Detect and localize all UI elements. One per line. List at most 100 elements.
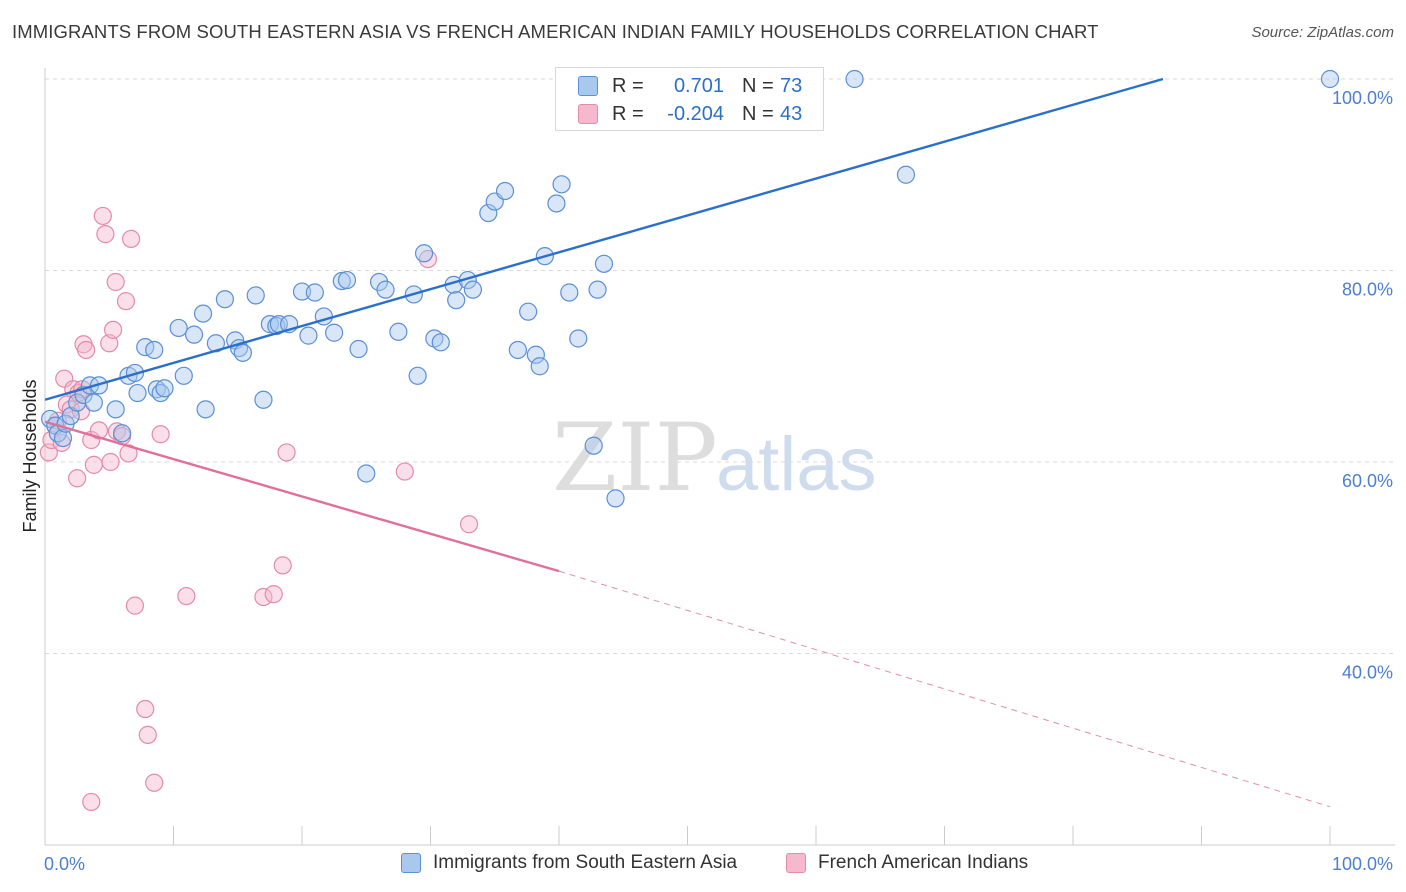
blue-point xyxy=(547,194,566,213)
pink-series-points xyxy=(39,206,479,812)
pink-point xyxy=(77,340,96,360)
blue-point xyxy=(463,280,483,299)
blue-point xyxy=(519,302,538,321)
x-tick-label: 100.0% xyxy=(1332,854,1393,874)
pink-point xyxy=(96,225,115,244)
blue-point xyxy=(845,69,864,89)
blue-point xyxy=(254,390,273,409)
pink-point xyxy=(100,334,119,353)
legend-row-blue: R = 0.701 N = 73 xyxy=(578,72,802,100)
pink-point xyxy=(395,462,414,481)
legend-n-value: 73 xyxy=(780,74,803,97)
legend-n-label: N = xyxy=(742,74,774,97)
pink-point xyxy=(121,229,141,249)
pink-point xyxy=(125,596,145,615)
pink-point xyxy=(104,320,123,339)
blue-point xyxy=(174,366,193,385)
blue-point xyxy=(479,203,498,223)
blue-point xyxy=(337,270,357,290)
blue-point xyxy=(606,489,625,508)
blue-point xyxy=(526,345,545,364)
series-legend-label-blue: Immigrants from South Eastern Asia xyxy=(433,852,738,873)
watermark: ZIP atlas xyxy=(552,404,877,513)
blue-point xyxy=(349,339,368,359)
series-legend-swatch-pink xyxy=(786,853,806,873)
pink-point xyxy=(277,443,296,462)
blue-point xyxy=(128,383,147,403)
series-legend-item-pink: French American Indians xyxy=(786,852,1028,874)
blue-point xyxy=(305,283,324,302)
y-tick-labels: 40.0% 60.0% 80.0% 100.0% xyxy=(1332,88,1393,683)
blue-point xyxy=(414,244,434,263)
pink-point xyxy=(273,556,292,575)
legend-r-value: 0.701 xyxy=(673,74,724,97)
pink-point xyxy=(106,272,125,292)
blue-point xyxy=(184,325,204,344)
source-label: Source: ZipAtlas.com xyxy=(1251,24,1394,41)
blue-point xyxy=(112,424,132,443)
pink-point xyxy=(84,455,103,474)
blue-series-points xyxy=(41,69,1340,508)
watermark-zip: ZIP xyxy=(552,404,718,513)
pink-point xyxy=(116,292,136,311)
pink-trend-line-extension xyxy=(558,570,1331,808)
pink-point xyxy=(68,469,87,488)
pink-point xyxy=(177,586,196,606)
series-legend-item-blue: Immigrants from South Eastern Asia xyxy=(401,852,737,874)
blue-point xyxy=(584,436,603,455)
blue-point xyxy=(1320,69,1340,89)
blue-point xyxy=(552,175,571,194)
blue-point xyxy=(588,280,607,299)
pink-point xyxy=(101,452,120,472)
series-legend: Immigrants from South Eastern Asia Frenc… xyxy=(0,852,1406,878)
blue-point xyxy=(196,400,215,419)
blue-point xyxy=(299,326,318,345)
blue-point xyxy=(169,318,188,338)
blue-point xyxy=(357,464,376,483)
chart-title: IMMIGRANTS FROM SOUTH EASTERN ASIA VS FR… xyxy=(12,21,1099,42)
blue-point xyxy=(389,322,408,341)
blue-point xyxy=(431,333,450,352)
blue-point xyxy=(560,283,579,302)
y-tick-label: 80.0% xyxy=(1342,280,1393,300)
pink-point xyxy=(138,725,157,744)
legend-row-pink: R = -0.204 N = 43 xyxy=(578,100,802,128)
blue-point xyxy=(896,165,916,184)
legend-swatch-blue xyxy=(578,76,598,96)
legend-n-value: 43 xyxy=(780,102,803,125)
pink-point xyxy=(459,515,479,534)
legend-r-label: R = xyxy=(612,74,644,97)
legend-swatch-pink xyxy=(578,104,598,124)
blue-point xyxy=(233,343,252,362)
y-axis-label: Family Households xyxy=(20,379,40,532)
pink-point xyxy=(89,421,109,440)
blue-point xyxy=(155,379,174,398)
x-tick-labels: 0.0% 100.0% xyxy=(44,854,1393,874)
pink-point xyxy=(145,773,164,792)
blue-point xyxy=(292,282,312,301)
y-tick-label: 60.0% xyxy=(1342,471,1393,491)
y-tick-label: 100.0% xyxy=(1332,88,1393,108)
pink-point xyxy=(136,699,155,719)
pink-point xyxy=(264,585,283,604)
blue-point xyxy=(215,290,234,309)
blue-point xyxy=(84,393,103,412)
blue-point xyxy=(332,271,351,291)
blue-point xyxy=(193,304,213,323)
blue-point xyxy=(246,286,265,305)
pink-point xyxy=(254,587,273,607)
pink-point xyxy=(55,369,74,388)
trend-lines xyxy=(44,77,1331,808)
legend-r-label: R = xyxy=(612,102,644,125)
x-tick-label: 0.0% xyxy=(44,854,85,874)
series-legend-swatch-blue xyxy=(401,853,421,873)
pink-point xyxy=(42,430,61,450)
blue-point xyxy=(569,329,588,348)
legend-r-value: -0.204 xyxy=(667,102,724,125)
legend-n-label: N = xyxy=(742,102,774,125)
y-tick-label: 40.0% xyxy=(1342,663,1393,683)
blue-point xyxy=(408,366,427,385)
blue-trend-line xyxy=(44,77,1164,401)
blue-point xyxy=(495,181,515,201)
